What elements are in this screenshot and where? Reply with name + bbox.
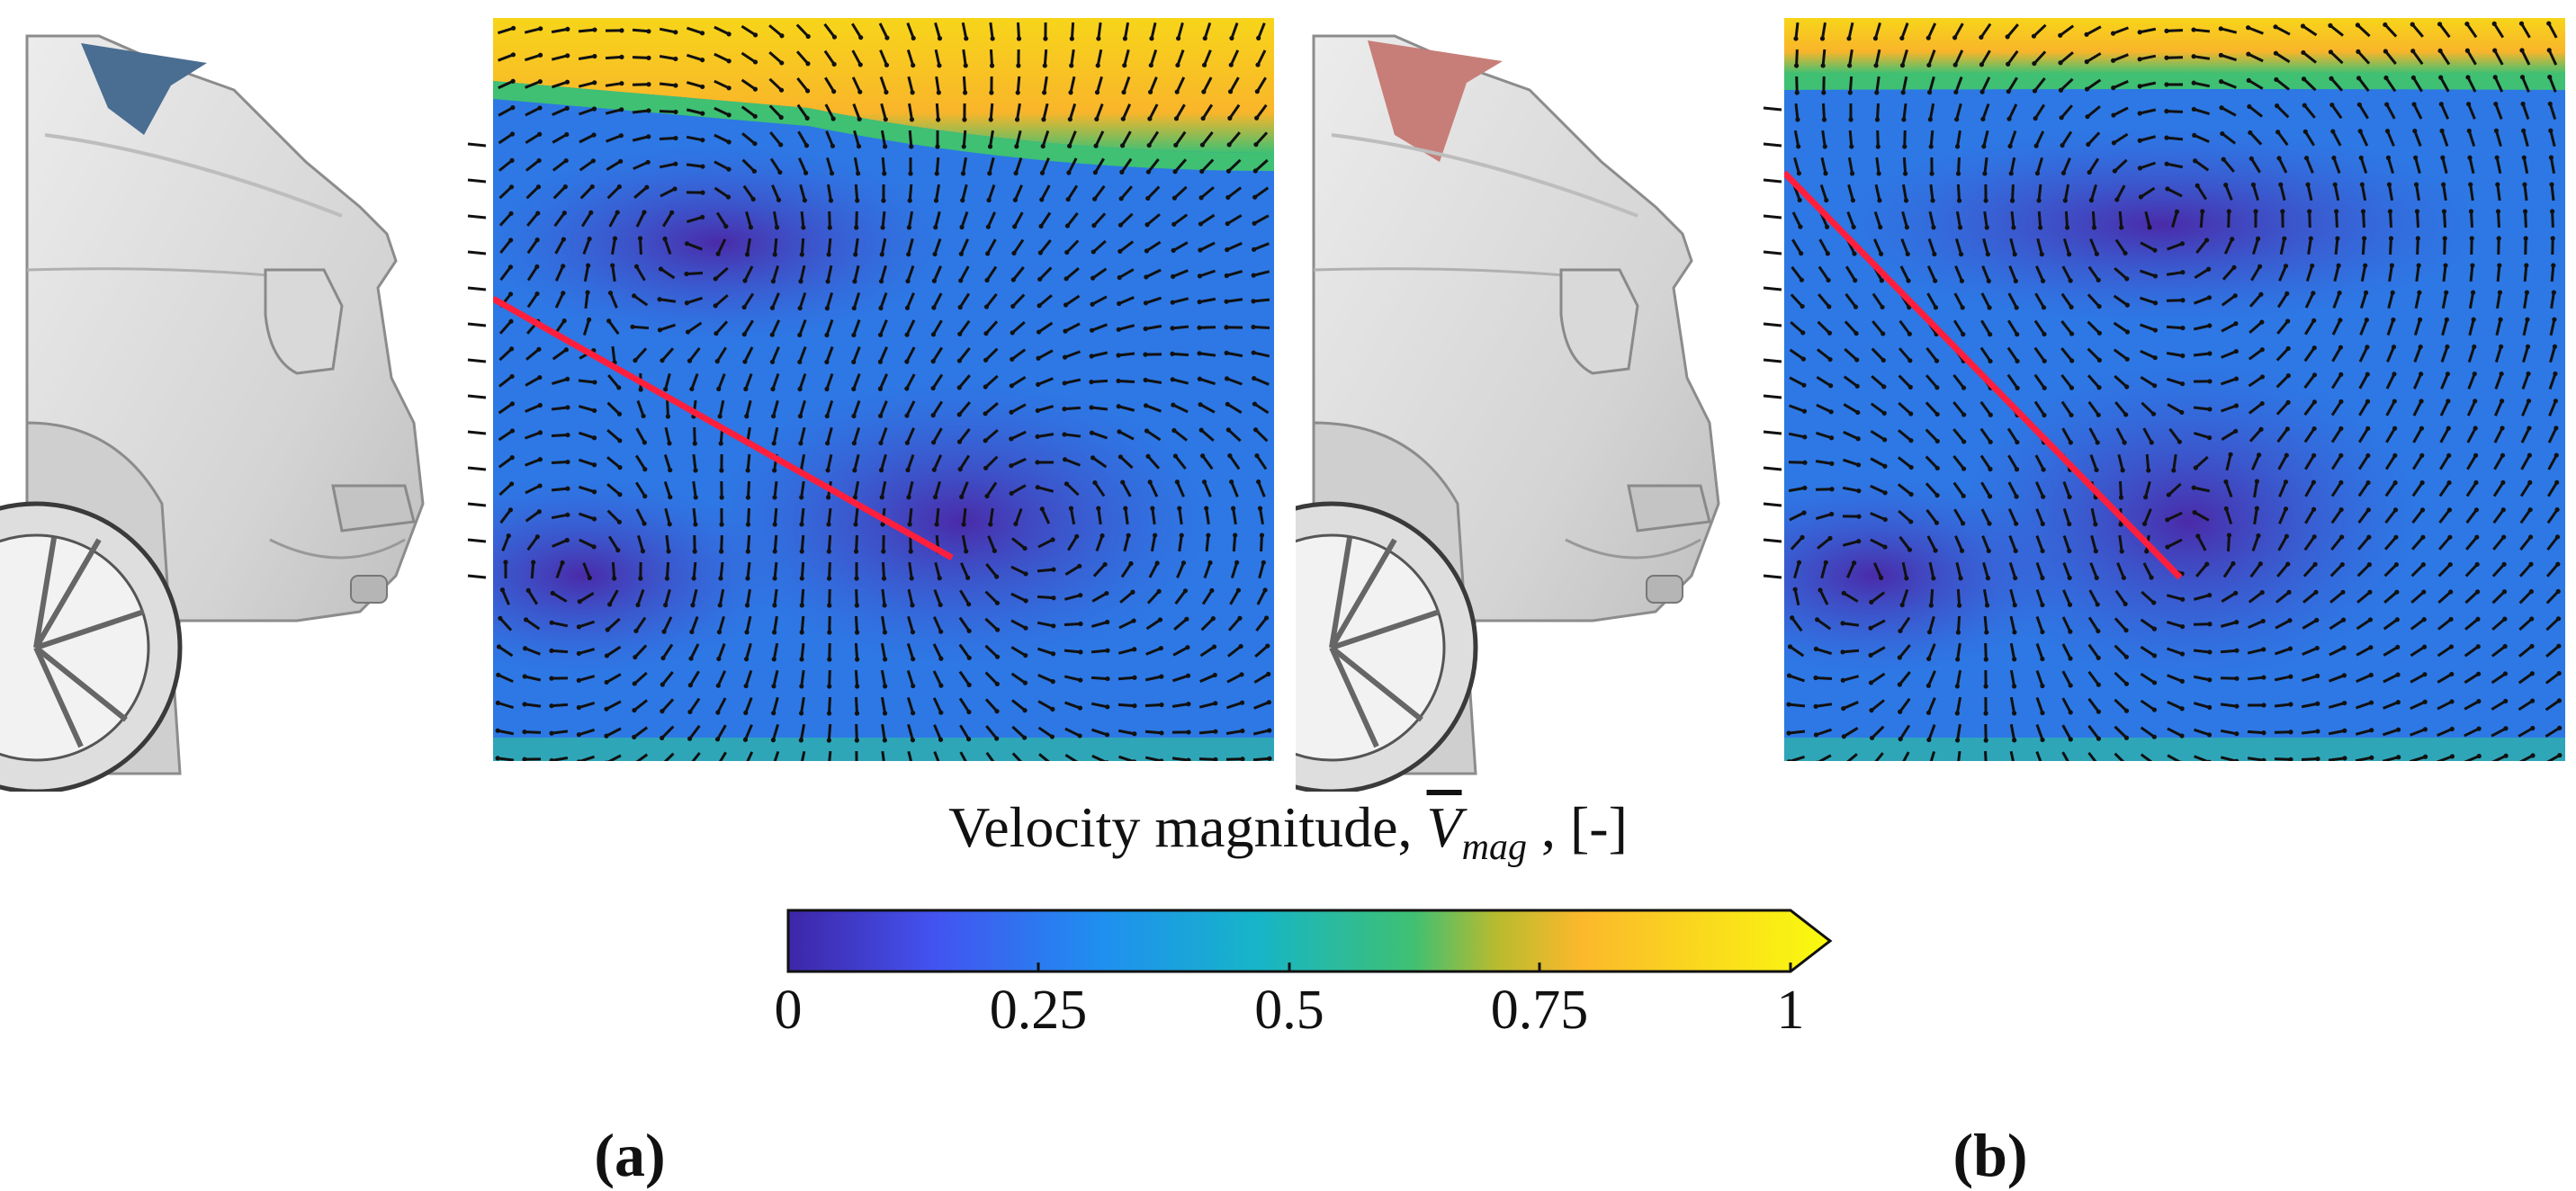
car-rear-b bbox=[1296, 0, 1800, 792]
panel-label-b: (b) bbox=[1952, 1120, 2027, 1191]
car-rear-a bbox=[0, 0, 504, 792]
colorbar-tick-2: 0.5 bbox=[1254, 979, 1324, 1043]
flow-field-b bbox=[1784, 18, 2565, 761]
colorbar-tick-0: 0 bbox=[775, 979, 803, 1043]
colorbar-tick-1: 0.25 bbox=[990, 979, 1088, 1043]
colorbar-tick-4: 1 bbox=[1777, 979, 1805, 1043]
panel-label-a: (a) bbox=[594, 1120, 665, 1191]
colorbar-tick-3: 0.75 bbox=[1491, 979, 1589, 1043]
colorbar bbox=[783, 907, 1836, 975]
colorbar-title: Velocity magnitude, Vmag , [-] bbox=[0, 794, 2576, 869]
flow-field-a bbox=[493, 18, 1274, 761]
